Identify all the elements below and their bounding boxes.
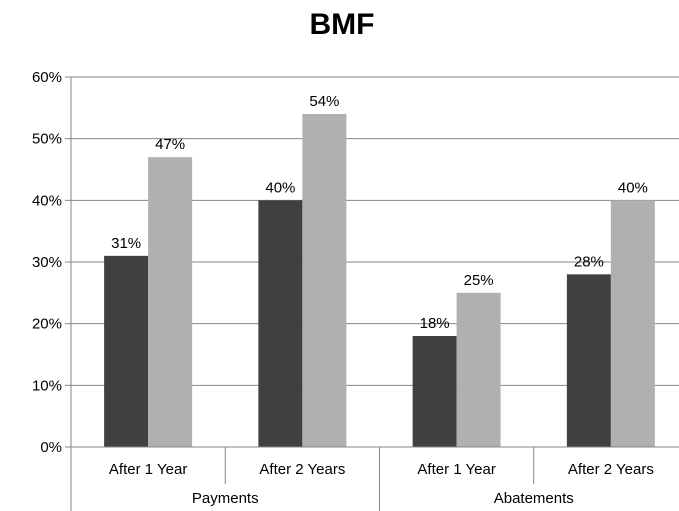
data-label: 54% <box>309 93 339 110</box>
category-label: After 2 Years <box>568 461 654 478</box>
y-axis: 0% 10% 20% 30% 40% 50% 60% <box>32 69 72 511</box>
y-tick-label: 30% <box>32 254 62 271</box>
group-label: Abatements <box>494 490 574 507</box>
data-label: 25% <box>464 272 494 289</box>
bar <box>610 200 655 447</box>
x-axis: After 1 Year After 2 Years After 1 Year Aft… <box>71 446 679 511</box>
bar <box>258 200 303 447</box>
category-label: After 1 Year <box>417 461 495 478</box>
data-label: 28% <box>574 253 604 270</box>
bar <box>566 274 611 447</box>
data-label: 31% <box>111 235 141 252</box>
y-tick-label: 60% <box>32 69 62 86</box>
y-tick-label: 20% <box>32 316 62 333</box>
bar <box>302 114 347 447</box>
data-labels: 31% 47% 40% 54% 18% 25% 28% 40% <box>111 93 648 332</box>
category-label: After 1 Year <box>109 461 187 478</box>
y-tick-label: 50% <box>32 131 62 148</box>
bar <box>412 336 457 447</box>
chart-title: BMF <box>310 8 375 41</box>
bar <box>104 255 149 447</box>
y-tick-label: 40% <box>32 192 62 209</box>
y-tick-label: 0% <box>40 439 62 456</box>
data-label: 40% <box>265 179 295 196</box>
group-label: Payments <box>192 490 259 507</box>
bar <box>148 157 193 447</box>
data-label: 40% <box>618 179 648 196</box>
data-label: 47% <box>155 136 185 153</box>
data-label: 18% <box>420 315 450 332</box>
bars <box>104 114 655 447</box>
y-tick-label: 10% <box>32 377 62 394</box>
bar <box>456 292 501 447</box>
category-label: After 2 Years <box>259 461 345 478</box>
